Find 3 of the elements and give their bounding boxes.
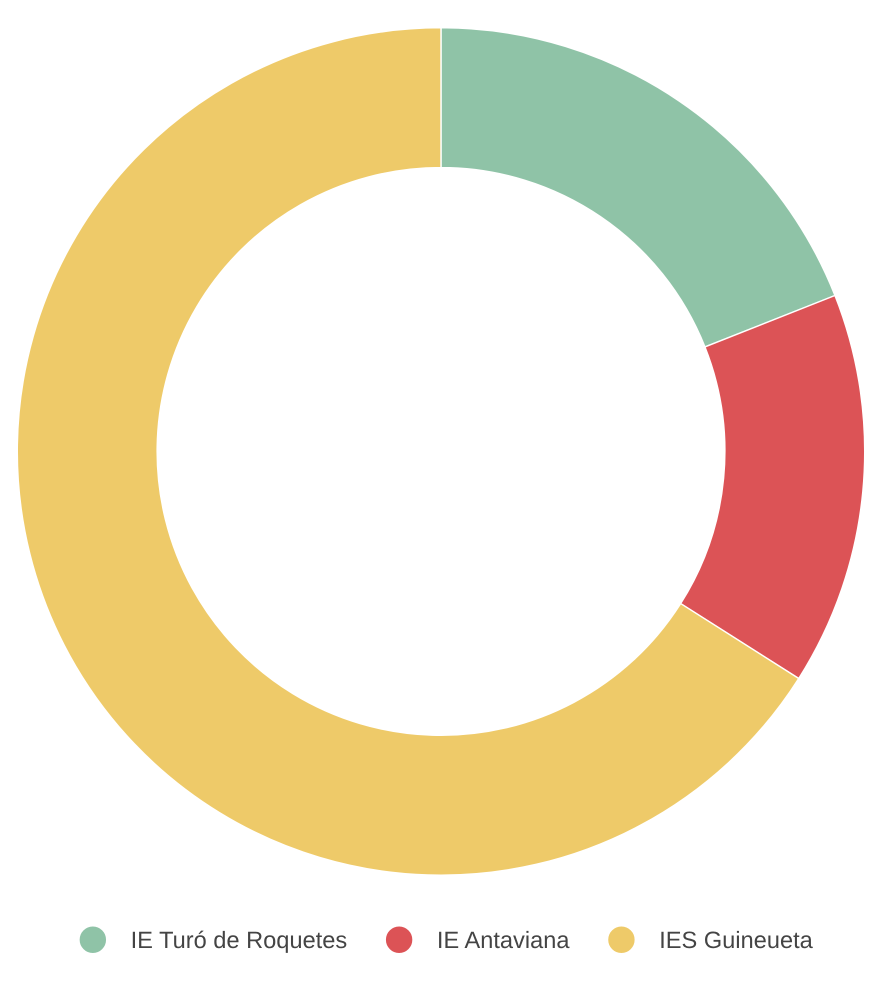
legend-label: IE Antaviana bbox=[439, 930, 570, 948]
legend-label: IE Turó de Roquetes bbox=[132, 930, 346, 953]
legend-label: IES Guineueta bbox=[661, 930, 813, 948]
